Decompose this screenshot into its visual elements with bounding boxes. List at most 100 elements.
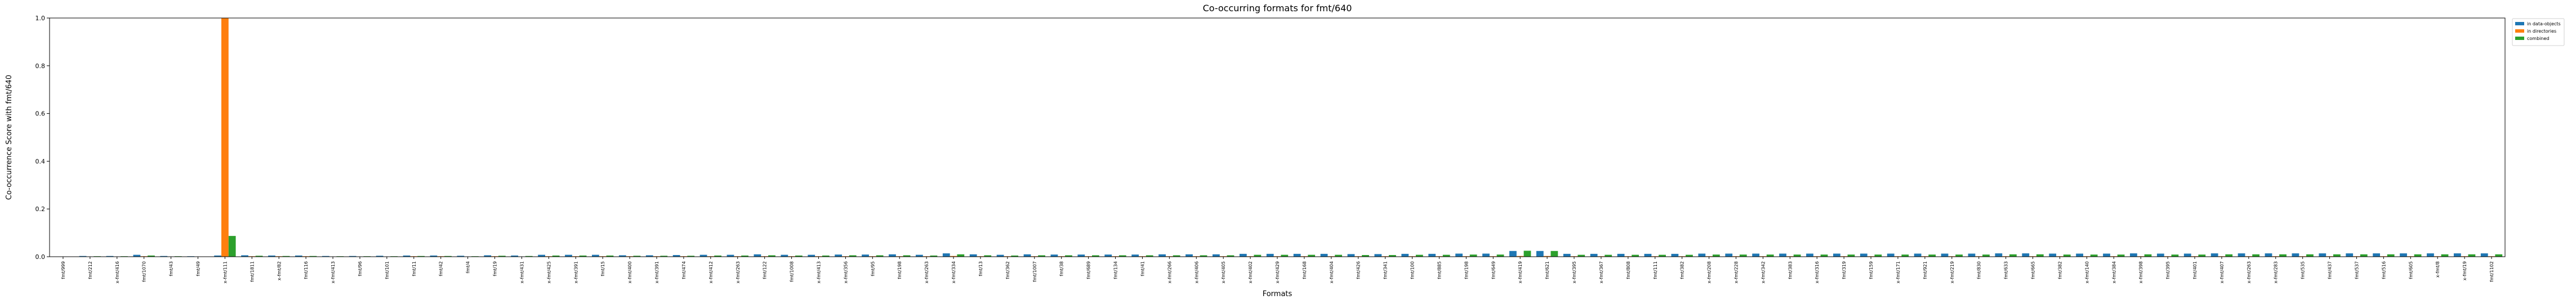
bar [1416,255,1423,257]
bar [997,255,1004,257]
x-tick-label: fmt/633 [2004,261,2009,279]
bar [2211,253,2218,257]
legend-label: combined [2527,36,2549,41]
bar [970,254,977,257]
x-tick-label: x-fmt/407 [2220,261,2225,283]
x-tick-label: fmt/401 [2192,261,2198,279]
x-tick-label: fmt/689 [1086,261,1091,279]
bar [2306,254,2314,257]
bar [1024,254,1031,257]
bar [2049,253,2056,257]
x-tick-label: fmt/535 [2301,261,2306,279]
bar [1779,253,1786,257]
bar [2265,253,2272,257]
bar [727,255,734,257]
x-tick-label: fmt/168 [1302,261,1307,279]
bar [1821,254,1828,257]
x-tick-label: x-fmt/283 [2274,261,2279,283]
bar [1551,251,1558,257]
x-tick-label: x-fmt/429 [1275,261,1280,283]
x-tick-label: fmt/95 [870,261,875,276]
x-tick-label: fmt/13 [978,261,983,276]
y-tick-label: 0.2 [35,205,46,213]
x-tick-label: x-fmt/400 [627,261,632,283]
bar [229,236,236,257]
x-tick-label: fmt/383 [1788,261,1793,279]
bar [700,255,707,257]
x-tick-label: fmt/621 [1545,261,1550,279]
y-tick-label: 0.8 [35,62,46,70]
bar [2387,254,2395,257]
y-tick-label: 0.6 [35,110,46,118]
bar [592,255,599,257]
bar [1806,253,1813,257]
bar [1914,253,1922,257]
bar [1605,255,1612,257]
bar [1767,254,1774,257]
bar [2468,254,2476,257]
bar [2292,253,2299,257]
bar [1982,254,1990,257]
bar [2495,254,2502,257]
x-tick-label: x-fmt/398 [2138,261,2143,283]
x-tick-label: fmt/212 [88,261,93,279]
bar [2130,253,2137,257]
bar [1509,251,1517,257]
x-tick-label: fmt/111 [1653,261,1658,279]
bar [862,254,869,257]
bar [2091,254,2098,257]
bar [2145,254,2152,257]
bar [1131,254,1139,257]
x-tick-label: x-fmt/406 [1194,261,1199,283]
x-tick-label: x-fmt/263 [736,261,741,283]
bar [1698,253,1705,257]
bar [1254,255,1261,257]
x-tick-label: fmt/49 [196,261,201,276]
bar [1928,254,1936,257]
bar [1455,253,1463,257]
x-tick-label: fmt/116 [304,261,309,279]
x-tick-label: fmt/134 [1113,261,1118,279]
bar [1077,254,1085,257]
bar [1752,253,1759,257]
x-tick-label: x-fmt/356 [843,261,848,283]
x-tick-label: fmt/341 [1383,261,1388,279]
x-tick-label: x-fmt/413 [816,261,821,283]
y-tick-label: 1.0 [35,15,46,22]
x-tick-label: fmt/96 [358,261,363,276]
bar [889,254,896,257]
bar [2481,253,2488,257]
bar [1941,253,1949,257]
x-tick-label: x-fmt/316 [1815,261,1820,283]
bar [2171,254,2178,257]
x-tick-label: fmt/198 [1464,261,1469,279]
bar [2118,254,2125,257]
bar [2157,253,2164,257]
x-tick-label: fmt/122 [763,261,768,279]
x-tick-label: fmt/885 [1437,261,1442,279]
bar [1186,254,1193,257]
bar [1955,254,1963,257]
bar [1901,254,1909,257]
bar [1482,253,1490,257]
bar [2319,253,2326,257]
y-axis-label: Co-occurrence Score with fmt/640 [5,75,14,200]
x-tick-label: fmt/11 [412,261,417,276]
bar [2400,253,2407,257]
x-tick-label: fmt/921 [1923,261,1928,279]
bar [2064,254,2071,257]
x-tick-label: fmt/426 [1356,261,1361,279]
bar [1995,253,2002,257]
x-tick-label: x-fmt/416 [115,261,120,283]
bar [1632,255,1639,257]
bar [1860,253,1868,257]
bar [1497,254,1504,257]
bar [1443,255,1450,257]
bar [2022,253,2029,257]
bar [2103,253,2110,257]
bar [1104,254,1112,257]
x-tick-label: x-fmt/171 [1896,261,1901,283]
x-tick-label: fmt/41 [1140,261,1145,276]
bar [1536,251,1544,257]
x-tick-label: fmt/43 [169,261,174,276]
